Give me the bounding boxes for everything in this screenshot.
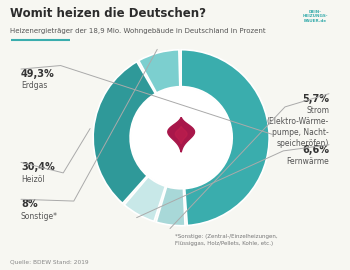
Text: Strom
(Elektro-Wärme-
pumpe, Nacht-
speicheröfen): Strom (Elektro-Wärme- pumpe, Nacht- spei… (267, 106, 329, 148)
Wedge shape (124, 177, 166, 221)
Text: DEIN-
HEIZUNGS-
BAUER.de: DEIN- HEIZUNGS- BAUER.de (302, 10, 328, 23)
Polygon shape (175, 126, 187, 144)
Text: Fernwärme: Fernwärme (286, 157, 329, 166)
Text: 8%: 8% (21, 199, 37, 209)
Circle shape (131, 87, 231, 188)
Text: 30,4%: 30,4% (21, 162, 55, 172)
Text: Erdgas: Erdgas (21, 81, 47, 90)
Text: Quelle: BDEW Stand: 2019: Quelle: BDEW Stand: 2019 (10, 259, 89, 264)
Polygon shape (168, 117, 195, 152)
Wedge shape (181, 50, 269, 225)
Text: Heizenergieträger der 18,9 Mio. Wohngebäude in Deutschland in Prozent: Heizenergieträger der 18,9 Mio. Wohngebä… (10, 28, 266, 34)
Text: 49,3%: 49,3% (21, 69, 55, 79)
Wedge shape (139, 50, 180, 93)
Text: 6,6%: 6,6% (302, 145, 329, 155)
Text: 5,7%: 5,7% (302, 94, 329, 104)
Wedge shape (156, 187, 185, 226)
Wedge shape (93, 62, 155, 203)
Text: *Sonstige: (Zentral-/Einzelheizungen,
Flüssiggas, Holz/Pellets, Kohle, etc.): *Sonstige: (Zentral-/Einzelheizungen, Fl… (175, 234, 278, 246)
Text: Womit heizen die Deutschen?: Womit heizen die Deutschen? (10, 7, 206, 20)
Text: Heizöl: Heizöl (21, 175, 44, 184)
Text: Sonstige*: Sonstige* (21, 212, 58, 221)
